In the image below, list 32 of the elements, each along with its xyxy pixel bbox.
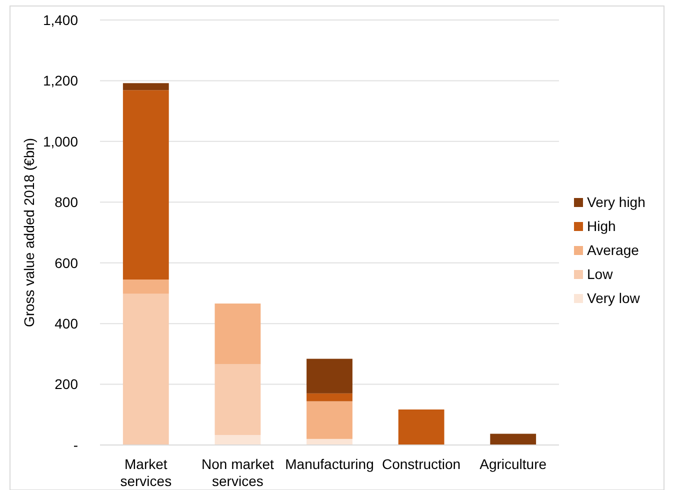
y-tick-label: - bbox=[73, 436, 78, 453]
bar bbox=[122, 90, 169, 280]
legend-label: High bbox=[587, 218, 616, 234]
bar bbox=[122, 294, 169, 445]
y-tick-label: 200 bbox=[54, 376, 78, 392]
y-tick-label: 600 bbox=[54, 254, 78, 271]
bar bbox=[122, 83, 169, 90]
y-tick-label: 1,200 bbox=[42, 72, 78, 89]
y-tick-label: 1,000 bbox=[42, 133, 78, 150]
x-tick-label: Manufacturing bbox=[285, 456, 374, 472]
bar bbox=[398, 409, 444, 445]
bar bbox=[306, 393, 352, 402]
legend-label: Low bbox=[587, 266, 614, 282]
bar bbox=[306, 358, 352, 394]
x-tick-label: Construction bbox=[382, 456, 461, 472]
legend-label: Average bbox=[587, 242, 640, 258]
legend-label: Very high bbox=[587, 194, 646, 210]
y-tick-label: 400 bbox=[54, 315, 78, 332]
y-axis-title: Gross value added 2018 (€bn) bbox=[21, 138, 37, 328]
y-tick-label: 800 bbox=[54, 194, 78, 210]
bar bbox=[122, 280, 169, 294]
bar bbox=[306, 438, 352, 445]
x-tick-label: Non market services bbox=[202, 456, 274, 489]
x-tick-label: Market services bbox=[120, 456, 172, 489]
legend-label: Very low bbox=[587, 290, 641, 306]
bar bbox=[306, 401, 352, 439]
bar bbox=[490, 434, 536, 445]
bar bbox=[214, 304, 261, 364]
x-tick-label: Agriculture bbox=[480, 456, 547, 472]
bar bbox=[214, 434, 261, 445]
y-tick-label: 1,400 bbox=[42, 12, 78, 28]
bar bbox=[214, 364, 261, 435]
